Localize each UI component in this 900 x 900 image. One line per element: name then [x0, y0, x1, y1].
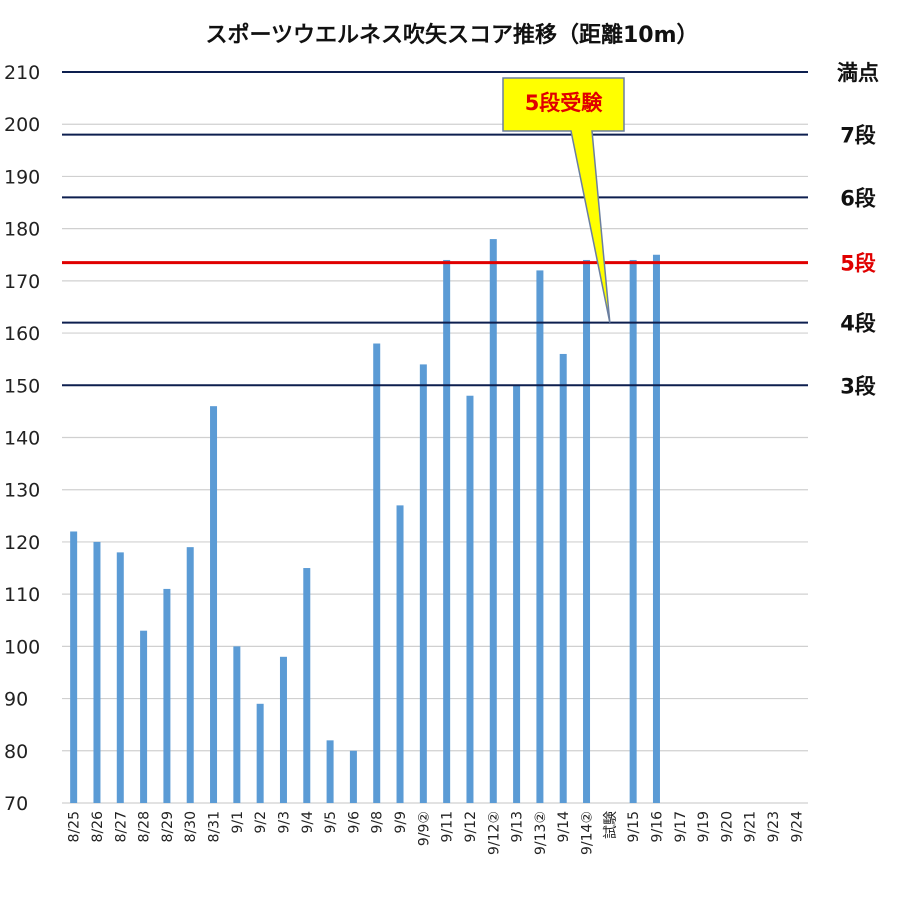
y-tick-label: 110	[4, 584, 40, 606]
reference-lines: 満点 7段 6段 5段 4段 3段	[62, 61, 879, 398]
reference-label: 6段	[840, 186, 876, 210]
reference-label: 4段	[840, 312, 876, 336]
y-tick-label: 210	[4, 62, 40, 84]
bar	[466, 395, 474, 803]
x-tick-label: 8/27	[113, 811, 129, 842]
reference-label: 5段	[840, 252, 876, 276]
x-tick-label: 9/14②	[580, 811, 596, 855]
y-tick-label: 70	[4, 793, 28, 815]
y-tick-label: 80	[4, 741, 28, 763]
bar	[326, 740, 334, 803]
x-tick-label: 9/5	[323, 811, 339, 834]
bars	[70, 239, 660, 804]
reference-label: 7段	[840, 124, 876, 148]
x-tick-label: 8/26	[90, 811, 106, 843]
gridlines	[62, 71, 808, 804]
bar	[279, 656, 287, 803]
bar	[536, 270, 544, 803]
x-axis: 8/25 8/26 8/27 8/28 8/29 8/30 8/31 9/1 9/2 9/3 9/4…	[67, 811, 806, 855]
x-tick-label: 9/8	[370, 811, 386, 834]
bar	[70, 531, 78, 803]
y-tick-label: 100	[4, 636, 40, 658]
bar	[419, 364, 427, 803]
y-tick-label: 120	[4, 532, 40, 554]
x-tick-label: 9/20	[719, 811, 735, 842]
callout-text: 5段受験	[525, 91, 604, 115]
x-tick-label: 9/16	[649, 811, 665, 843]
x-tick-label: 9/17	[673, 811, 689, 842]
bar	[140, 630, 148, 803]
x-tick-label: 9/24	[789, 811, 805, 843]
x-tick-label: 9/12②	[486, 811, 502, 855]
y-tick-label: 170	[4, 271, 40, 293]
x-tick-label: 9/14	[556, 811, 572, 843]
y-tick-label: 180	[4, 219, 40, 241]
y-tick-label: 200	[4, 114, 40, 136]
bar	[652, 254, 660, 803]
x-tick-label: 9/11	[440, 811, 456, 842]
bar	[256, 703, 264, 803]
y-tick-label: 90	[4, 689, 28, 711]
x-tick-label: 8/25	[67, 811, 83, 842]
bar	[303, 568, 311, 803]
bar	[373, 343, 381, 803]
x-tick-label: 9/19	[696, 811, 712, 842]
x-tick-label: 9/13	[510, 811, 526, 842]
x-tick-label: 9/13②	[533, 811, 549, 855]
y-tick-label: 150	[4, 375, 40, 397]
reference-label: 3段	[840, 374, 876, 398]
bar	[489, 239, 497, 804]
bar	[163, 588, 171, 803]
bar	[233, 646, 241, 803]
x-tick-label: 9/2	[253, 811, 269, 834]
y-axis: 70 80 90 100 110 120 130 140 150 160 170 180 190 200 2…	[4, 62, 40, 815]
x-tick-label: 9/1	[230, 811, 246, 834]
x-tick-label: 試験	[603, 811, 619, 839]
y-tick-label: 160	[4, 323, 40, 345]
y-tick-label: 190	[4, 166, 40, 188]
x-tick-label: 8/28	[137, 811, 153, 842]
x-tick-label: 9/3	[276, 811, 292, 834]
bar	[559, 353, 567, 803]
bar	[349, 750, 357, 803]
x-tick-label: 9/9	[393, 811, 409, 834]
x-tick-label: 8/29	[160, 811, 176, 842]
bar	[210, 406, 218, 803]
bar	[396, 505, 404, 803]
bar	[513, 385, 521, 803]
x-tick-label: 8/30	[183, 811, 199, 842]
bar	[116, 552, 124, 803]
x-tick-label: 9/4	[300, 811, 316, 834]
x-tick-label: 9/9②	[416, 811, 432, 846]
x-tick-label: 9/23	[766, 811, 782, 842]
callout: 5段受験	[502, 77, 625, 323]
bar	[629, 259, 637, 803]
x-tick-label: 8/31	[207, 811, 223, 842]
chart-title: スポーツウエルネス吹矢スコア推移（距離10m）	[205, 22, 698, 48]
x-tick-label: 9/6	[346, 811, 362, 834]
reference-label: 満点	[837, 61, 879, 85]
callout-shape	[502, 77, 625, 323]
x-tick-label: 9/15	[626, 811, 642, 842]
bar	[93, 541, 101, 803]
bar	[186, 547, 194, 803]
y-tick-label: 140	[4, 428, 40, 450]
bar	[443, 259, 451, 803]
y-tick-label: 130	[4, 480, 40, 502]
x-tick-label: 9/21	[743, 811, 759, 842]
x-tick-label: 9/12	[463, 811, 479, 842]
bar	[583, 259, 591, 803]
